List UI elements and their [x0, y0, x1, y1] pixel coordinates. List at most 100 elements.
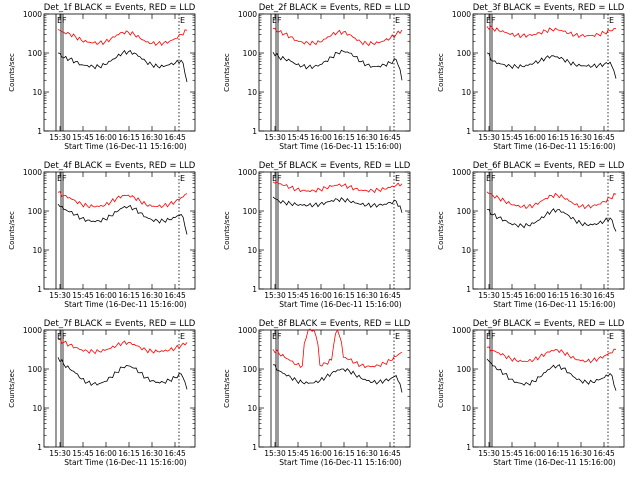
panel-6-x-tick-label: 16:15 — [547, 291, 569, 300]
panel-6-axes-frame — [472, 171, 625, 290]
panel-5-series-black — [272, 196, 403, 213]
panel-8-series-black — [272, 364, 403, 393]
panel-9-y-tick-label: 1000 — [452, 326, 471, 335]
panel-7-marker-label-2: F — [62, 332, 67, 341]
panel-3-y-axis-label: Counts/sec — [437, 53, 445, 92]
panel-7-y-tick-label: 1 — [37, 443, 42, 452]
panel-4-x-tick-label: 16:00 — [95, 291, 117, 300]
panel-8-x-tick-label: 16:15 — [333, 449, 355, 458]
panel-1-x-tick-label: 15:45 — [72, 133, 94, 142]
panel-8-x-tick-label: 15:30 — [264, 449, 286, 458]
panel-1-marker-label-2: F — [62, 16, 67, 25]
panel-6-marker-label-1: E — [486, 174, 491, 183]
panel-3-y-tick-label: 10 — [461, 88, 471, 97]
panel-4-y-tick-label: 1 — [37, 285, 42, 294]
panel-3-series-black — [486, 52, 617, 79]
panel-6-x-tick-label: 15:45 — [501, 291, 523, 300]
panel-5-x-axis-label: Start Time (16-Dec-11 15:16:00) — [279, 300, 401, 309]
panel-8-y-tick-label: 100 — [243, 365, 258, 374]
panel-1-y-axis-label: Counts/sec — [8, 53, 16, 92]
panel-1-series-red — [57, 29, 188, 47]
panel-7-y-tick-label: 10 — [32, 404, 42, 413]
panel-7-x-tick-label: 15:45 — [72, 449, 94, 458]
panel-9-y-tick-label: 1 — [466, 443, 471, 452]
panel-3-x-tick-label: 16:45 — [593, 133, 615, 142]
panel-7-x-axis-label: Start Time (16-Dec-11 15:16:00) — [64, 458, 186, 467]
panel-3-marker-label-3: E — [609, 16, 614, 25]
panel-5-marker-label-2: F — [277, 174, 282, 183]
panel-2-axes-frame — [258, 13, 411, 132]
panel-8-marker-label-2: F — [277, 332, 282, 341]
panel-3-x-axis-label: Start Time (16-Dec-11 15:16:00) — [493, 142, 615, 151]
panel-6-x-axis-label: Start Time (16-Dec-11 15:16:00) — [493, 300, 615, 309]
panel-3-y-tick-label: 100 — [457, 49, 472, 58]
panel-8-y-axis-label: Counts/sec — [223, 369, 231, 408]
panel-1-y-tick-label: 10 — [32, 88, 42, 97]
panel-5-y-tick-label: 1000 — [238, 168, 257, 177]
panel-1-marker-label-3: E — [180, 16, 185, 25]
panel-9-title: Det_9f BLACK = Events, RED = LLD — [473, 319, 625, 329]
panel-4-x-tick-label: 16:30 — [141, 291, 163, 300]
panel-5-y-tick-label: 100 — [243, 207, 258, 216]
panel-4-x-tick-label: 15:30 — [49, 291, 71, 300]
panel-2-y-tick-label: 10 — [247, 88, 257, 97]
panel-5-x-tick-label: 15:45 — [287, 291, 309, 300]
panel-5-y-tick-label: 10 — [247, 246, 257, 255]
panel-7-y-tick-label: 1000 — [23, 326, 42, 335]
panel-4-axes-frame — [43, 171, 196, 290]
panel-9-x-tick-label: 16:00 — [524, 449, 546, 458]
panel-1-x-axis-label: Start Time (16-Dec-11 15:16:00) — [64, 142, 186, 151]
panel-9-y-tick-label: 100 — [457, 365, 472, 374]
panel-1-series-black — [57, 49, 188, 83]
panel-7-x-tick-label: 16:45 — [164, 449, 186, 458]
panel-6-y-tick-label: 10 — [461, 246, 471, 255]
panel-5-x-tick-label: 16:30 — [356, 291, 378, 300]
panel-2-x-tick-label: 16:30 — [356, 133, 378, 142]
panel-6-x-tick-label: 16:45 — [593, 291, 615, 300]
panel-9-x-tick-label: 16:30 — [570, 449, 592, 458]
panel-3-x-tick-label: 15:45 — [501, 133, 523, 142]
panel-8-title: Det_8f BLACK = Events, RED = LLD — [259, 319, 411, 329]
panel-8-y-tick-label: 1000 — [238, 326, 257, 335]
panel-6-x-tick-label: 16:00 — [524, 291, 546, 300]
panel-9-marker-label-2: F — [491, 332, 496, 341]
panel-8-x-axis-label: Start Time (16-Dec-11 15:16:00) — [279, 458, 401, 467]
panel-7-marker-label-3: E — [180, 332, 185, 341]
panel-4-series-red — [57, 191, 188, 209]
panel-7-series-red — [57, 338, 188, 355]
panel-4-x-tick-label: 16:15 — [118, 291, 140, 300]
panel-2-x-tick-label: 16:00 — [310, 133, 332, 142]
panel-4-y-tick-label: 100 — [28, 207, 43, 216]
panel-9-series-red — [486, 346, 617, 364]
panel-6-marker-label-3: E — [609, 174, 614, 183]
panel-2-marker-label-3: E — [395, 16, 400, 25]
panel-6-title: Det_6f BLACK = Events, RED = LLD — [473, 161, 625, 171]
panel-1-title: Det_1f BLACK = Events, RED = LLD — [44, 3, 196, 13]
panel-5-title: Det_5f BLACK = Events, RED = LLD — [259, 161, 411, 171]
panel-7-title: Det_7f BLACK = Events, RED = LLD — [44, 319, 196, 329]
panel-2-x-tick-label: 15:45 — [287, 133, 309, 142]
panel-6-y-tick-label: 1 — [466, 285, 471, 294]
panel-3-marker-label-2: F — [491, 16, 496, 25]
panel-2-y-tick-label: 100 — [243, 49, 258, 58]
panel-5-axes-frame — [258, 171, 411, 290]
panel-7-y-axis-label: Counts/sec — [8, 369, 16, 408]
panel-2-x-tick-label: 16:15 — [333, 133, 355, 142]
panel-2-title: Det_2f BLACK = Events, RED = LLD — [259, 3, 411, 13]
panel-7-x-tick-label: 16:15 — [118, 449, 140, 458]
panel-4-marker-label-2: F — [62, 174, 67, 183]
panel-2-marker-label-1: E — [272, 16, 277, 25]
panel-2-marker-label-2: F — [277, 16, 282, 25]
panel-5-x-tick-label: 16:00 — [310, 291, 332, 300]
panel-8-series-red — [272, 328, 403, 369]
panel-6-marker-label-2: F — [491, 174, 496, 183]
panel-3-marker-label-1: E — [486, 16, 491, 25]
panel-9-marker-label-3: E — [609, 332, 614, 341]
panel-7-x-tick-label: 16:00 — [95, 449, 117, 458]
panel-8-marker-label-1: E — [272, 332, 277, 341]
panel-2-y-tick-label: 1 — [252, 127, 257, 136]
panel-1-axes-frame — [43, 13, 196, 132]
panel-9-x-tick-label: 16:45 — [593, 449, 615, 458]
panel-1-y-tick-label: 100 — [28, 49, 43, 58]
